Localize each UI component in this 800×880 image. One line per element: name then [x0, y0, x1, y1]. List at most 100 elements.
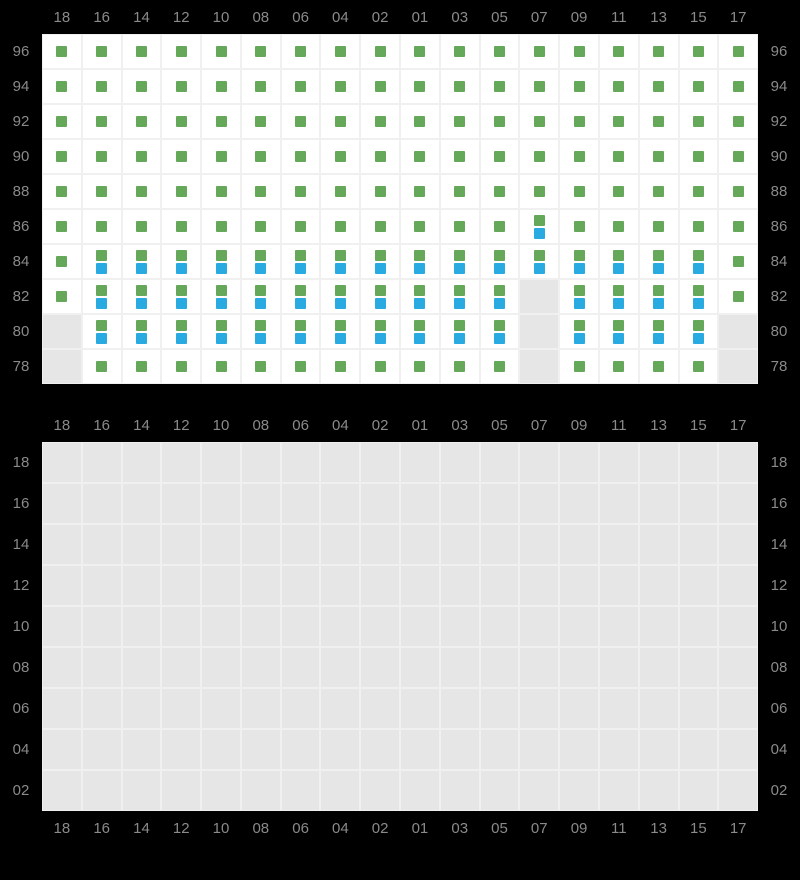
seat-cell[interactable] — [679, 34, 719, 69]
seat-cell[interactable] — [122, 139, 162, 174]
seat-cell[interactable] — [161, 314, 201, 349]
seat-cell[interactable] — [599, 69, 639, 104]
seat-cell[interactable] — [281, 104, 321, 139]
seat-cell[interactable] — [559, 139, 599, 174]
seat-cell[interactable] — [122, 244, 162, 279]
seat-cell[interactable] — [639, 279, 679, 314]
seat-cell[interactable] — [281, 279, 321, 314]
seat-cell[interactable] — [679, 69, 719, 104]
seat-cell[interactable] — [519, 244, 559, 279]
seat-cell[interactable] — [281, 244, 321, 279]
seat-cell[interactable] — [480, 139, 520, 174]
seat-cell[interactable] — [440, 104, 480, 139]
seat-cell[interactable] — [679, 244, 719, 279]
seat-cell[interactable] — [320, 174, 360, 209]
seat-cell[interactable] — [201, 349, 241, 384]
seat-cell[interactable] — [400, 34, 440, 69]
seat-cell[interactable] — [82, 139, 122, 174]
seat-cell[interactable] — [440, 314, 480, 349]
seat-cell[interactable] — [82, 314, 122, 349]
seat-cell[interactable] — [559, 279, 599, 314]
seat-cell[interactable] — [440, 209, 480, 244]
seat-cell[interactable] — [122, 104, 162, 139]
seat-cell[interactable] — [559, 209, 599, 244]
seat-cell[interactable] — [559, 314, 599, 349]
seat-cell[interactable] — [281, 34, 321, 69]
seat-cell[interactable] — [679, 349, 719, 384]
seat-cell[interactable] — [201, 69, 241, 104]
seat-cell[interactable] — [599, 279, 639, 314]
seat-cell[interactable] — [122, 69, 162, 104]
seat-cell[interactable] — [201, 209, 241, 244]
seat-cell[interactable] — [201, 34, 241, 69]
seat-cell[interactable] — [281, 174, 321, 209]
seat-cell[interactable] — [599, 244, 639, 279]
seat-cell[interactable] — [559, 244, 599, 279]
seat-cell[interactable] — [679, 174, 719, 209]
seat-cell[interactable] — [201, 244, 241, 279]
seat-cell[interactable] — [82, 69, 122, 104]
seat-cell[interactable] — [639, 244, 679, 279]
seat-cell[interactable] — [400, 314, 440, 349]
seat-cell[interactable] — [161, 139, 201, 174]
seat-cell[interactable] — [718, 209, 758, 244]
seat-cell[interactable] — [161, 244, 201, 279]
seat-cell[interactable] — [440, 69, 480, 104]
seat-cell[interactable] — [639, 104, 679, 139]
seat-cell[interactable] — [360, 104, 400, 139]
seat-cell[interactable] — [320, 34, 360, 69]
seat-cell[interactable] — [480, 69, 520, 104]
seat-cell[interactable] — [718, 279, 758, 314]
seat-cell[interactable] — [82, 349, 122, 384]
seat-cell[interactable] — [480, 349, 520, 384]
seat-cell[interactable] — [559, 104, 599, 139]
seat-cell[interactable] — [639, 174, 679, 209]
seat-cell[interactable] — [161, 104, 201, 139]
seat-cell[interactable] — [281, 139, 321, 174]
seat-cell[interactable] — [559, 34, 599, 69]
seat-cell[interactable] — [42, 104, 82, 139]
seat-cell[interactable] — [320, 104, 360, 139]
seat-cell[interactable] — [161, 349, 201, 384]
seat-cell[interactable] — [42, 244, 82, 279]
seat-cell[interactable] — [679, 314, 719, 349]
seat-cell[interactable] — [281, 349, 321, 384]
seat-cell[interactable] — [360, 69, 400, 104]
seat-cell[interactable] — [400, 174, 440, 209]
seat-cell[interactable] — [360, 34, 400, 69]
seat-cell[interactable] — [122, 314, 162, 349]
seat-cell[interactable] — [241, 279, 281, 314]
seat-cell[interactable] — [400, 349, 440, 384]
seat-cell[interactable] — [480, 34, 520, 69]
seat-cell[interactable] — [320, 69, 360, 104]
seat-cell[interactable] — [241, 349, 281, 384]
seat-cell[interactable] — [400, 279, 440, 314]
seat-cell[interactable] — [400, 69, 440, 104]
seat-cell[interactable] — [440, 244, 480, 279]
seat-cell[interactable] — [122, 34, 162, 69]
seat-cell[interactable] — [440, 349, 480, 384]
seat-cell[interactable] — [718, 69, 758, 104]
seat-cell[interactable] — [519, 174, 559, 209]
seat-cell[interactable] — [281, 314, 321, 349]
seat-cell[interactable] — [599, 104, 639, 139]
seat-cell[interactable] — [559, 349, 599, 384]
seat-cell[interactable] — [320, 314, 360, 349]
seat-cell[interactable] — [241, 69, 281, 104]
seat-cell[interactable] — [360, 349, 400, 384]
seat-cell[interactable] — [599, 34, 639, 69]
seat-cell[interactable] — [82, 244, 122, 279]
seat-cell[interactable] — [82, 104, 122, 139]
seat-cell[interactable] — [201, 314, 241, 349]
seat-cell[interactable] — [440, 34, 480, 69]
seat-cell[interactable] — [400, 139, 440, 174]
seat-cell[interactable] — [360, 174, 400, 209]
seat-cell[interactable] — [320, 139, 360, 174]
seat-cell[interactable] — [718, 139, 758, 174]
seat-cell[interactable] — [400, 209, 440, 244]
seat-cell[interactable] — [201, 139, 241, 174]
seat-cell[interactable] — [241, 139, 281, 174]
seat-cell[interactable] — [360, 314, 400, 349]
seat-cell[interactable] — [122, 209, 162, 244]
seat-cell[interactable] — [519, 34, 559, 69]
